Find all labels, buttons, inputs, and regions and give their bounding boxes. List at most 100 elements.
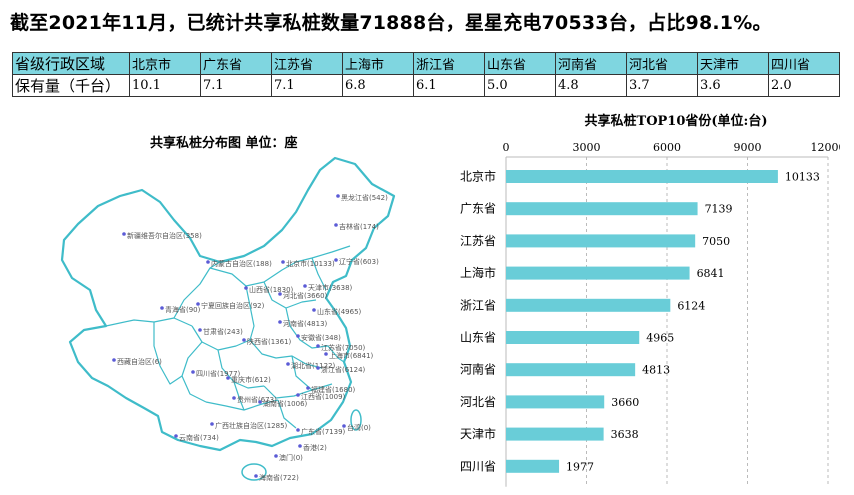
x-tick-label: 0 bbox=[503, 141, 510, 154]
map-marker bbox=[244, 286, 248, 290]
y-category-label: 上海市 bbox=[460, 265, 496, 280]
y-category-label: 天津市 bbox=[460, 426, 496, 441]
table-value-row: 保有量（千台） 10.1 7.1 7.1 6.8 6.1 5.0 4.8 3.7… bbox=[12, 74, 840, 97]
map-marker bbox=[342, 424, 346, 428]
table-value-cell: 4.8 bbox=[555, 74, 627, 97]
bar-data-label: 10133 bbox=[785, 171, 820, 184]
y-category-label: 山东省 bbox=[460, 331, 496, 345]
map-label: 天津市(3638) bbox=[308, 283, 353, 292]
map-label: 香港(2) bbox=[303, 443, 327, 452]
map-label: 广东省(7139) bbox=[301, 427, 346, 436]
map-marker bbox=[232, 396, 236, 400]
table-region-cell: 河北省 bbox=[626, 52, 698, 75]
map-marker bbox=[298, 444, 302, 448]
table-region-cell: 浙江省 bbox=[413, 52, 485, 75]
bar bbox=[506, 395, 605, 409]
map-label: 宁夏回族自治区(92) bbox=[201, 301, 265, 310]
map-marker bbox=[122, 232, 126, 236]
y-category-label: 北京市 bbox=[460, 169, 496, 184]
province-border bbox=[153, 322, 183, 385]
map-label: 青海省(90) bbox=[165, 305, 201, 314]
chart-title: 共享私桩TOP10省份(单位:台) bbox=[585, 113, 768, 129]
map-marker bbox=[334, 223, 338, 227]
y-category-label: 浙江省 bbox=[460, 298, 496, 312]
bar bbox=[506, 298, 671, 312]
table-region-cell: 江苏省 bbox=[271, 52, 343, 75]
y-category-label: 河北省 bbox=[460, 395, 496, 409]
map-label: 河南省(4813) bbox=[283, 319, 328, 328]
map-marker bbox=[306, 386, 310, 390]
map-label: 黑龙江省(542) bbox=[341, 193, 388, 202]
map-marker bbox=[316, 344, 320, 348]
map-label: 四川省(1977) bbox=[196, 369, 241, 378]
map-label: 西藏自治区(6) bbox=[117, 357, 162, 366]
map-label: 新疆维吾尔自治区(358) bbox=[127, 231, 202, 240]
y-category-label: 河南省 bbox=[460, 362, 496, 377]
province-border bbox=[105, 317, 193, 327]
hainan-outline bbox=[241, 463, 267, 481]
map-marker bbox=[296, 334, 300, 338]
map-label: 江苏省(7050) bbox=[321, 343, 366, 352]
taiwan-outline bbox=[350, 409, 362, 431]
map-marker bbox=[336, 194, 340, 198]
map-marker bbox=[324, 352, 328, 356]
bar-data-label: 6124 bbox=[677, 299, 705, 312]
bar bbox=[506, 170, 778, 183]
province-border bbox=[209, 261, 297, 287]
map-marker bbox=[210, 422, 214, 426]
bar bbox=[506, 202, 698, 216]
table-value-cell: 7.1 bbox=[200, 74, 272, 97]
map-label: 澳门(0) bbox=[279, 453, 303, 462]
province-border bbox=[291, 355, 313, 391]
table-header-label: 省级行政区域 bbox=[12, 52, 130, 75]
table-region-cell: 广东省 bbox=[200, 52, 272, 75]
map-marker bbox=[174, 434, 178, 438]
bar-data-label: 6841 bbox=[697, 267, 725, 280]
map-label: 海南省(722) bbox=[259, 473, 299, 482]
map-marker bbox=[198, 328, 202, 332]
map-label: 广西壮族自治区(1285) bbox=[215, 421, 288, 430]
map-label: 吉林省(174) bbox=[339, 222, 379, 231]
bar-data-label: 4965 bbox=[646, 332, 674, 345]
map-marker bbox=[296, 393, 300, 397]
map-marker bbox=[296, 428, 300, 432]
map-label: 重庆市(612) bbox=[231, 375, 271, 384]
map-title: 共享私桩分布图 单位：座 bbox=[150, 136, 298, 151]
map-marker bbox=[303, 284, 307, 288]
map-label: 贵州省(673) bbox=[237, 395, 277, 404]
province-border bbox=[277, 399, 297, 429]
table-value-label: 保有量（千台） bbox=[12, 74, 130, 97]
map-marker bbox=[334, 258, 338, 262]
table-value-cell: 3.6 bbox=[697, 74, 769, 97]
table-region-cell: 河南省 bbox=[555, 52, 627, 75]
map-label: 辽宁省(603) bbox=[339, 257, 379, 266]
bar bbox=[506, 459, 560, 473]
top10-bar-chart: 共享私桩TOP10省份(单位:台) 0 3000 6000 9000 12000 北京市 10… bbox=[460, 113, 841, 487]
map-marker bbox=[258, 400, 262, 404]
table-region-cell: 北京市 bbox=[129, 52, 201, 75]
province-border bbox=[173, 261, 221, 319]
x-tick-label: 12000 bbox=[811, 141, 841, 154]
province-border bbox=[245, 285, 255, 341]
x-tick-label: 6000 bbox=[653, 141, 681, 154]
table-value-cell: 6.8 bbox=[342, 74, 414, 97]
map-label: 台湾(0) bbox=[347, 423, 371, 432]
table-region-cell: 上海市 bbox=[342, 52, 414, 75]
map-marker bbox=[274, 454, 278, 458]
bar bbox=[506, 331, 640, 344]
map-outline bbox=[60, 156, 396, 452]
bar-data-label: 3660 bbox=[611, 396, 639, 409]
map-label: 河北省(3660) bbox=[283, 291, 328, 300]
table-value-cell: 3.7 bbox=[626, 74, 698, 97]
map-marker bbox=[286, 362, 290, 366]
map-label: 内蒙古自治区(188) bbox=[211, 259, 272, 268]
table-region-cell: 天津市 bbox=[697, 52, 769, 75]
province-border bbox=[263, 383, 333, 399]
table-value-cell: 7.1 bbox=[271, 74, 343, 97]
map-label: 江西省(1009) bbox=[301, 392, 346, 401]
map-marker bbox=[312, 308, 316, 312]
map-label: 湖北省(1122) bbox=[291, 361, 336, 370]
province-border bbox=[295, 245, 351, 263]
map-label: 湖南省(1006) bbox=[263, 399, 308, 408]
map-marker bbox=[112, 358, 116, 362]
